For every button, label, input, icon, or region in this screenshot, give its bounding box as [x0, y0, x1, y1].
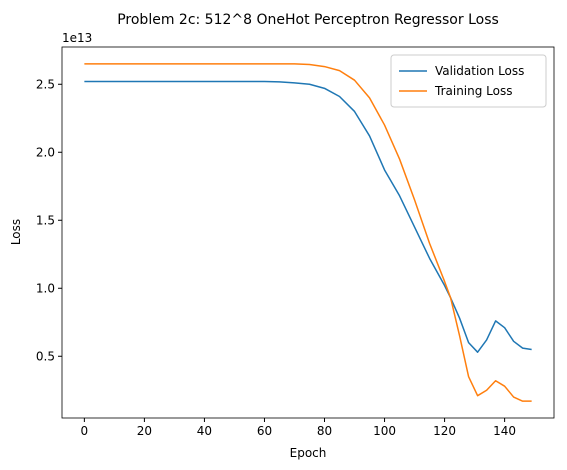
y-tick-label: 2.5 [36, 77, 55, 91]
y-offset-label: 1e13 [62, 31, 92, 45]
x-tick-label: 140 [493, 424, 516, 438]
x-tick-label: 40 [197, 424, 212, 438]
y-tick-label: 1.0 [36, 281, 55, 295]
x-tick-label: 0 [81, 424, 89, 438]
x-tick-label: 100 [373, 424, 396, 438]
legend-label: Training Loss [434, 84, 512, 98]
data-line [84, 63, 532, 402]
legend-label: Validation Loss [435, 64, 524, 78]
x-tick-label: 80 [317, 424, 332, 438]
x-tick-label: 60 [257, 424, 272, 438]
plot-frame [61, 46, 555, 419]
x-axis-label: Epoch [290, 446, 327, 460]
y-tick-label: 2.0 [36, 145, 55, 159]
chart-title: Problem 2c: 512^8 OneHot Perceptron Regr… [117, 12, 499, 28]
legend-box [390, 54, 547, 108]
y-tick-label: 0.5 [36, 349, 55, 363]
legend: Validation Loss Training Loss [390, 54, 547, 108]
x-tick-label: 20 [137, 424, 152, 438]
data-line [84, 80, 532, 353]
y-axis-label: Loss [9, 219, 23, 245]
x-tick-label: 120 [433, 424, 456, 438]
y-tick-label: 1.5 [36, 213, 55, 227]
